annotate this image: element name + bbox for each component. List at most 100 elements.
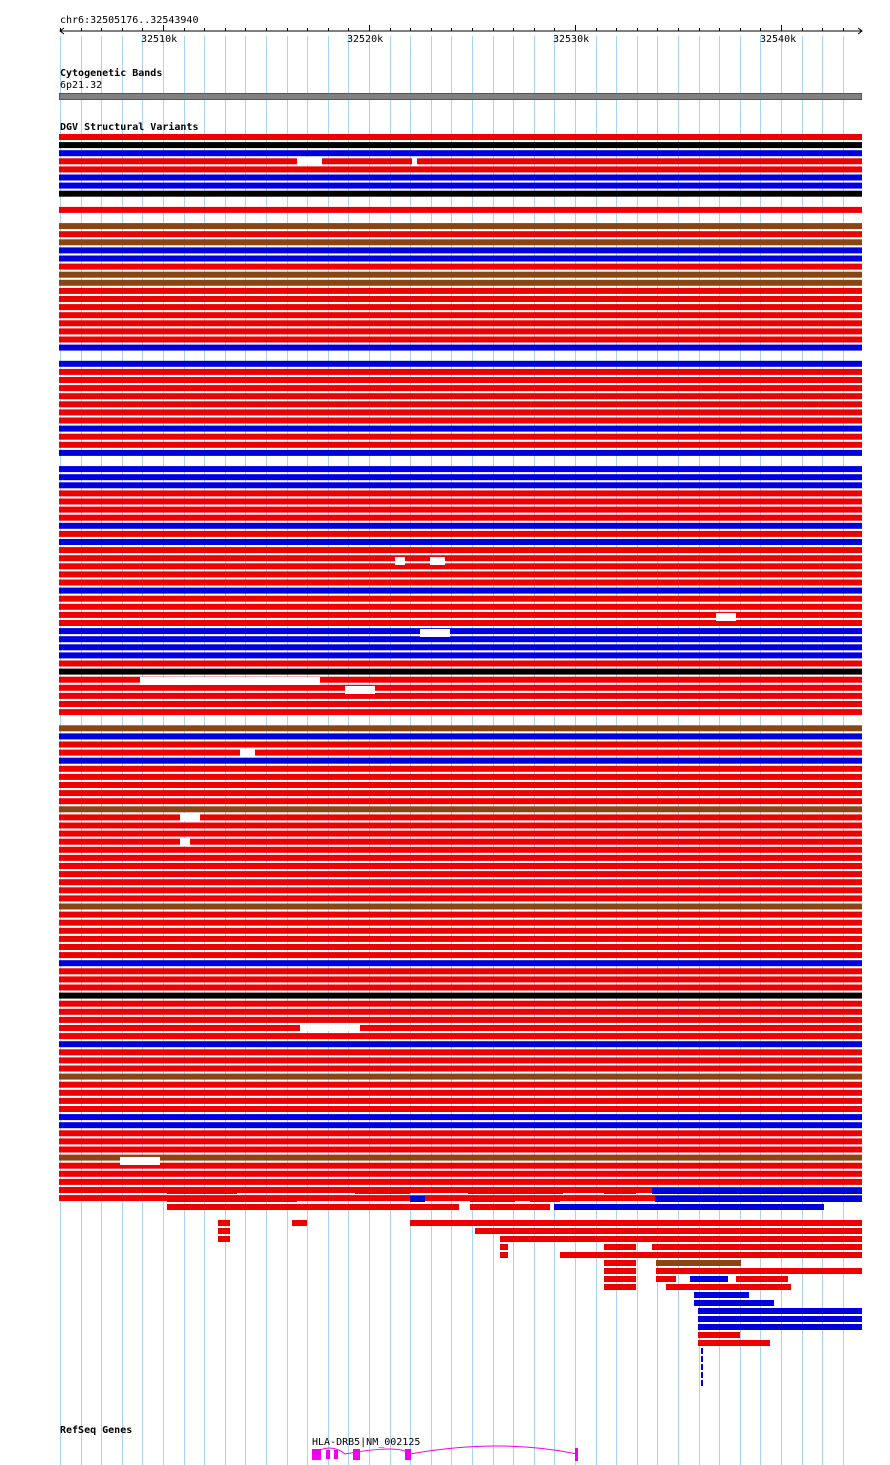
sv-feature[interactable] (300, 1023, 360, 1031)
sv-feature[interactable] (59, 903, 862, 910)
sv-feature[interactable] (59, 174, 862, 181)
sv-feature[interactable] (59, 960, 862, 967)
sv-feature[interactable] (59, 190, 862, 197)
sv-feature[interactable] (59, 757, 862, 764)
sv-feature[interactable] (59, 206, 862, 213)
sv-feature[interactable] (694, 1292, 749, 1298)
sv-feature[interactable] (59, 150, 862, 157)
sv-feature[interactable] (604, 1188, 636, 1194)
sv-feature[interactable] (694, 1300, 774, 1306)
sv-feature[interactable] (297, 157, 322, 165)
sv-feature[interactable] (180, 813, 200, 821)
sv-feature[interactable] (59, 1097, 862, 1104)
sv-feature[interactable] (59, 279, 862, 286)
sv-feature[interactable] (59, 1114, 862, 1121)
sv-feature[interactable] (59, 1106, 862, 1112)
sv-feature[interactable] (292, 1220, 307, 1226)
sv-feature[interactable] (655, 1196, 862, 1202)
sv-feature[interactable] (59, 166, 862, 173)
sv-feature[interactable] (59, 935, 862, 942)
sv-feature[interactable] (59, 741, 862, 748)
sv-feature[interactable] (59, 563, 862, 570)
gene-model-hla-drb5[interactable] (0, 1440, 890, 1465)
sv-feature[interactable] (410, 1196, 425, 1202)
sv-feature[interactable] (59, 158, 862, 165)
sv-feature[interactable] (59, 1041, 862, 1048)
sv-feature[interactable] (59, 790, 862, 797)
sv-feature[interactable] (656, 1260, 741, 1266)
sv-feature[interactable] (59, 1016, 862, 1023)
sv-feature[interactable] (716, 613, 736, 621)
sv-feature[interactable] (59, 498, 862, 505)
sv-feature[interactable] (736, 1276, 788, 1282)
sv-feature[interactable] (59, 733, 862, 740)
sv-feature[interactable] (59, 782, 862, 788)
sv-feature[interactable] (59, 830, 862, 837)
sv-feature[interactable] (59, 976, 862, 983)
sv-feature[interactable] (59, 441, 862, 448)
sv-feature[interactable] (59, 255, 862, 262)
sv-feature[interactable] (59, 814, 862, 821)
sv-feature[interactable] (59, 223, 862, 230)
sv-feature[interactable] (59, 944, 862, 950)
sv-feature[interactable] (59, 684, 862, 691)
sv-feature[interactable] (500, 1236, 862, 1242)
sv-feature[interactable] (59, 1178, 862, 1185)
sv-feature[interactable] (59, 239, 862, 246)
sv-feature[interactable] (180, 838, 190, 846)
sv-feature[interactable] (604, 1276, 636, 1282)
sv-feature[interactable] (470, 1204, 550, 1210)
sv-feature[interactable] (59, 871, 862, 878)
sv-feature[interactable] (59, 530, 862, 537)
sv-feature[interactable] (59, 1049, 862, 1056)
sv-feature[interactable] (140, 677, 320, 685)
sv-feature[interactable] (59, 1033, 862, 1040)
sv-feature[interactable] (59, 603, 862, 610)
sv-feature[interactable] (59, 344, 862, 351)
sv-feature[interactable] (59, 1138, 862, 1145)
sv-feature[interactable] (59, 401, 862, 408)
sv-feature[interactable] (218, 1220, 230, 1226)
sv-feature[interactable] (167, 1196, 297, 1202)
sv-feature[interactable] (59, 822, 862, 829)
sv-feature[interactable] (500, 1252, 508, 1258)
sv-feature[interactable] (59, 474, 862, 481)
sv-feature[interactable] (59, 304, 862, 311)
sv-feature[interactable] (604, 1260, 636, 1266)
sv-feature[interactable] (59, 1089, 862, 1096)
sv-feature[interactable] (59, 555, 862, 562)
sv-feature[interactable] (59, 1146, 862, 1153)
sv-feature[interactable] (59, 1081, 862, 1088)
sv-feature[interactable] (701, 1356, 703, 1362)
sv-feature[interactable] (59, 765, 862, 772)
sv-feature[interactable] (59, 514, 862, 521)
sv-feature[interactable] (59, 328, 862, 335)
sv-feature[interactable] (59, 798, 862, 805)
sv-feature[interactable] (59, 368, 862, 375)
sv-feature[interactable] (652, 1188, 862, 1194)
sv-feature[interactable] (59, 668, 862, 675)
sv-feature[interactable] (59, 393, 862, 400)
sv-feature[interactable] (698, 1316, 862, 1322)
sv-feature[interactable] (59, 579, 862, 586)
sv-feature[interactable] (59, 320, 862, 327)
sv-feature[interactable] (604, 1284, 636, 1290)
sv-feature[interactable] (59, 725, 862, 732)
sv-feature[interactable] (59, 296, 862, 302)
sv-feature[interactable] (59, 854, 862, 861)
sv-feature[interactable] (500, 1244, 508, 1250)
sv-feature[interactable] (701, 1380, 703, 1386)
sv-feature[interactable] (59, 620, 862, 626)
sv-feature[interactable] (701, 1372, 703, 1378)
sv-feature[interactable] (59, 927, 862, 934)
sv-feature[interactable] (59, 895, 862, 902)
sv-feature[interactable] (412, 157, 417, 165)
sv-feature[interactable] (59, 1065, 862, 1072)
sv-feature[interactable] (59, 360, 862, 367)
sv-feature[interactable] (59, 1057, 862, 1064)
sv-feature[interactable] (59, 636, 862, 643)
sv-feature[interactable] (59, 887, 862, 894)
sv-feature[interactable] (59, 247, 862, 254)
sv-feature[interactable] (59, 1195, 862, 1202)
sv-feature[interactable] (698, 1332, 740, 1338)
